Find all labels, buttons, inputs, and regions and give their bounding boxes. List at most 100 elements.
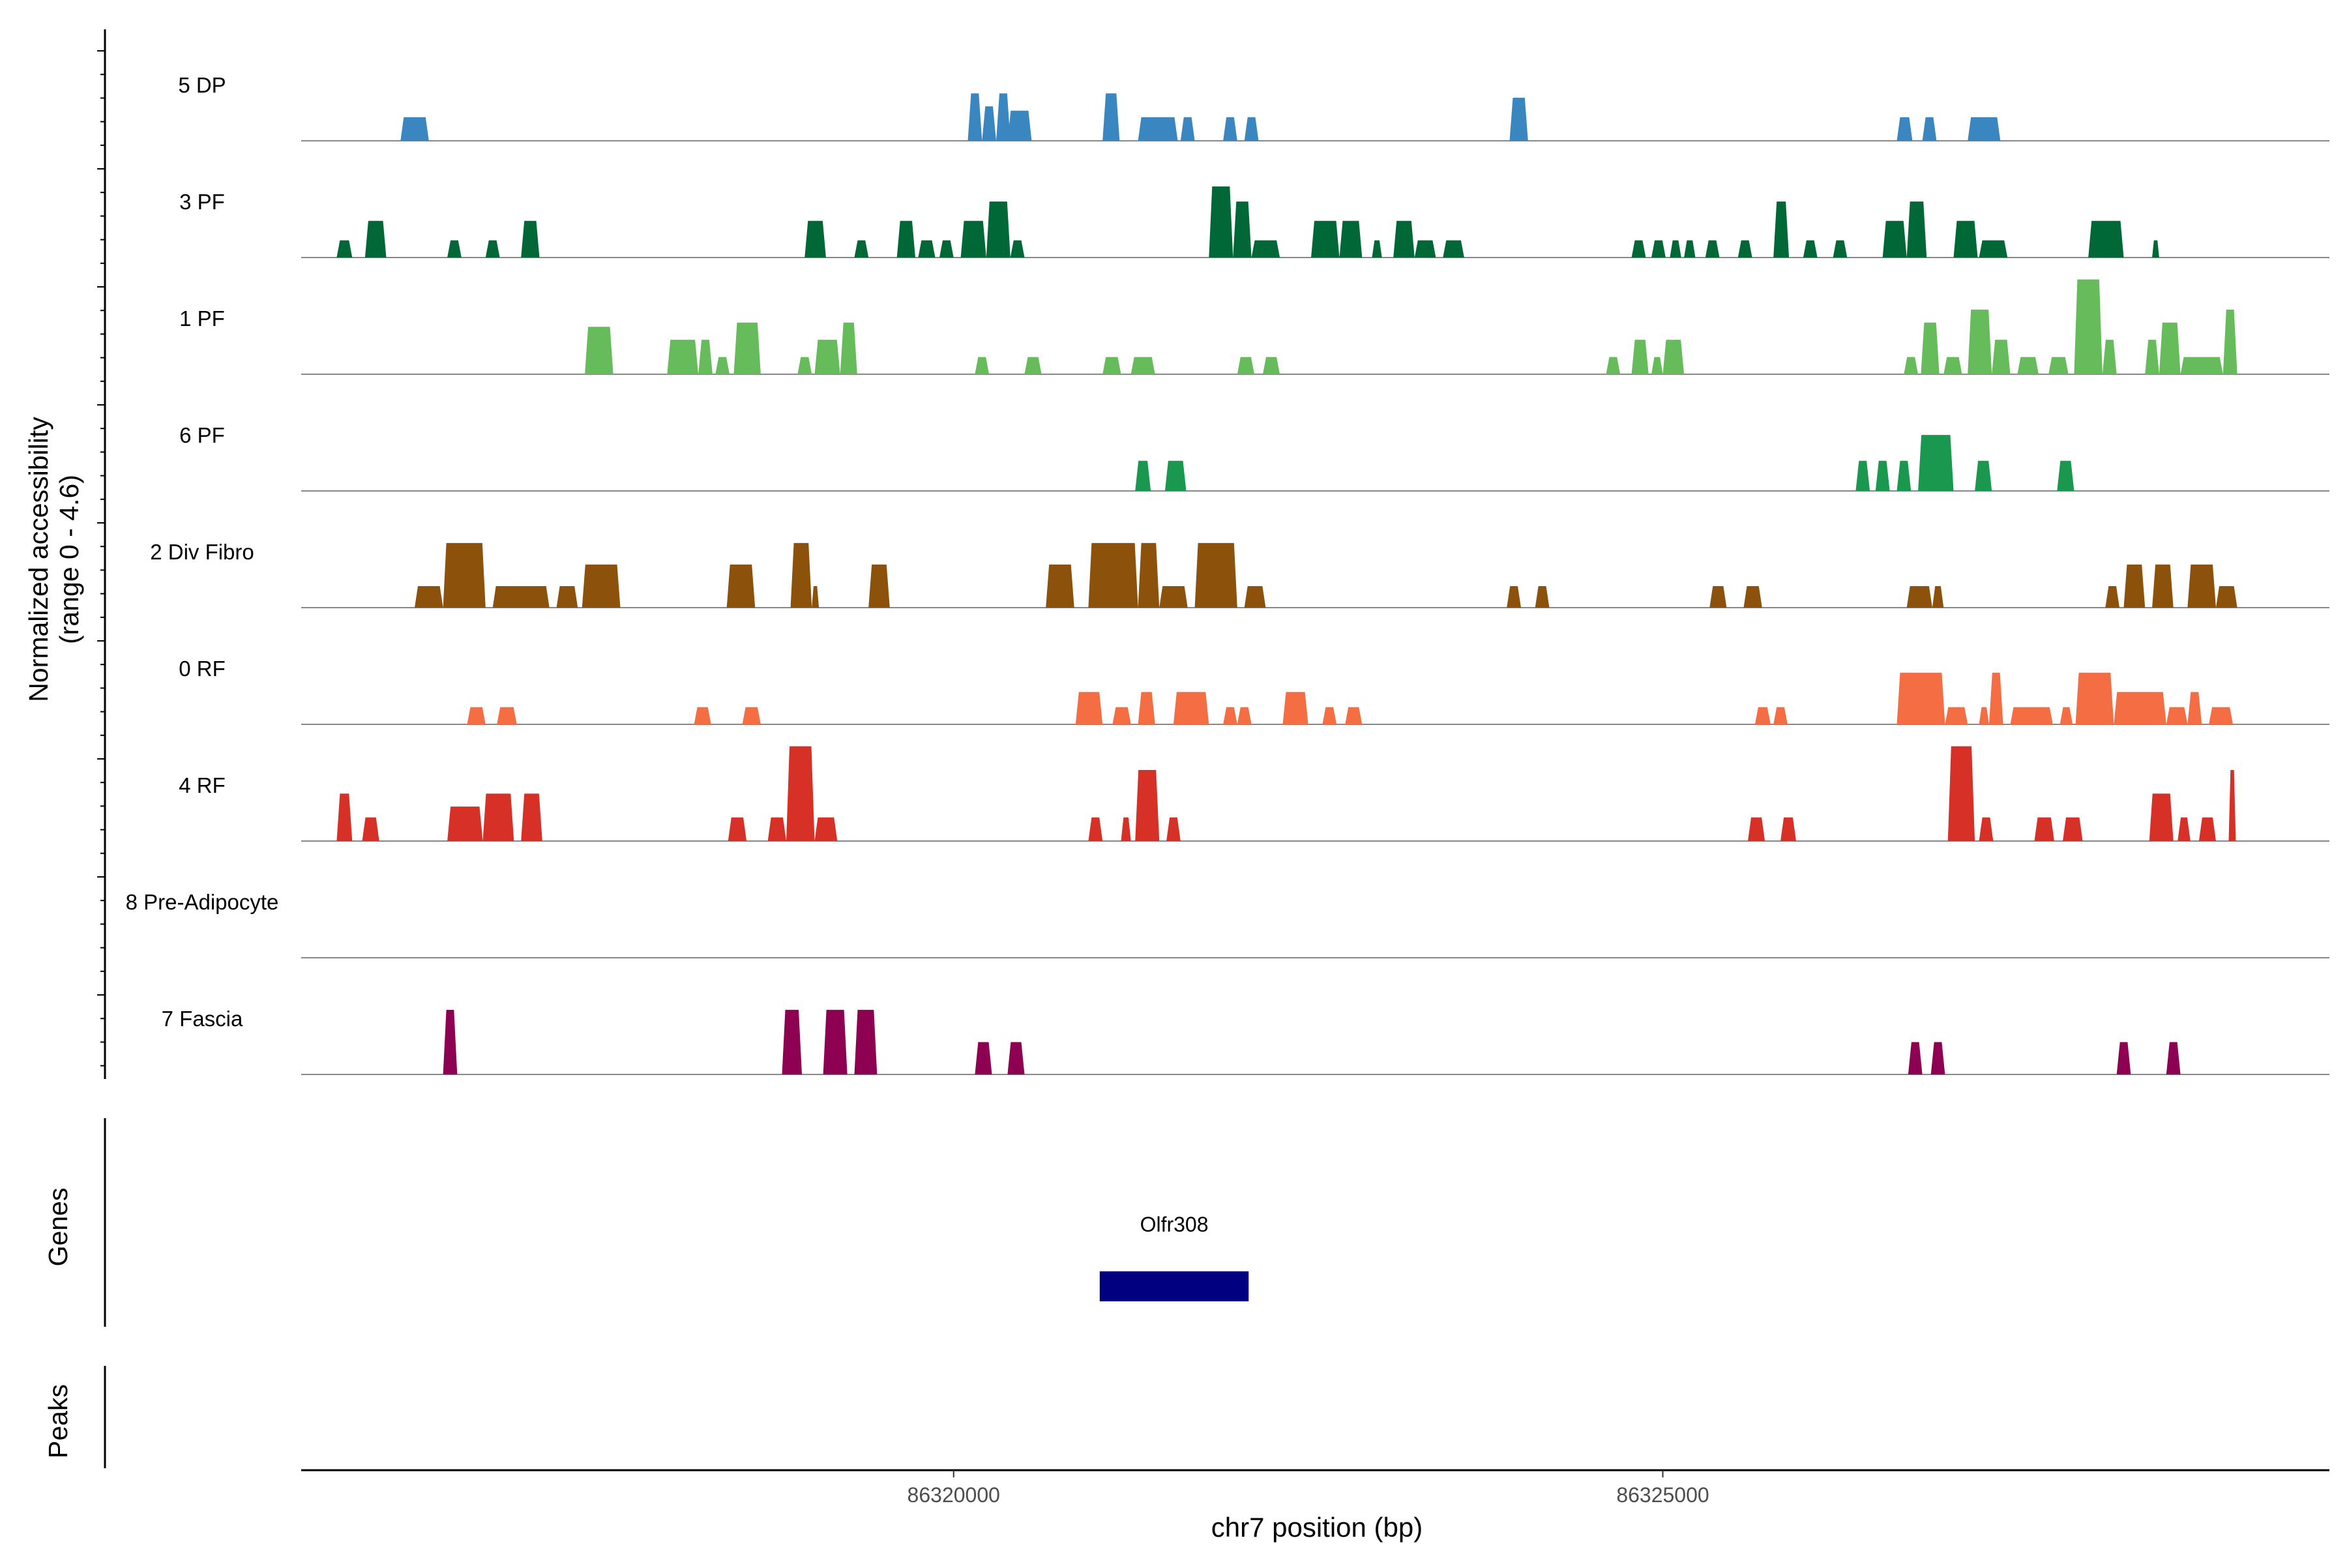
- coverage-peak: [1135, 460, 1151, 491]
- coverage-peak: [814, 817, 838, 841]
- coverage-peak: [786, 746, 815, 841]
- coverage-peak: [2114, 692, 2166, 724]
- coverage-peak: [2105, 586, 2119, 608]
- coverage-peak: [1651, 240, 1666, 258]
- coverage-peak: [1897, 460, 1912, 491]
- track-0-rf: 0 RF: [179, 657, 2329, 725]
- gene-body: [1099, 1271, 1249, 1301]
- coverage-peak: [733, 322, 761, 374]
- coverage-peak: [1237, 357, 1254, 374]
- coverage-peak: [492, 586, 550, 608]
- coverage-peak: [1897, 672, 1945, 724]
- coverage-peak: [896, 220, 915, 258]
- coverage-peak: [521, 793, 542, 841]
- coverage-peak: [814, 340, 840, 374]
- coverage-peak: [1908, 1042, 1923, 1074]
- coverage-peak: [1535, 586, 1550, 608]
- coverage-peak: [1244, 117, 1259, 141]
- coverage-peak: [1088, 817, 1103, 841]
- coverage-peak: [1979, 817, 1994, 841]
- coverage-peak: [1102, 357, 1121, 374]
- genes-track: Olfr308: [104, 1118, 1249, 1327]
- coverage-peak: [1088, 542, 1138, 608]
- coverage-peak: [1631, 340, 1649, 374]
- coverage-peak: [1705, 240, 1720, 258]
- coverage-peak: [2152, 240, 2159, 258]
- coverage-peak: [1322, 707, 1337, 724]
- coverage-peak: [782, 1009, 802, 1074]
- coverage-peak: [521, 220, 540, 258]
- coverage-peak: [698, 340, 713, 374]
- coverage-peak: [982, 106, 996, 141]
- track-6-pf: 6 PF: [179, 423, 2329, 492]
- genes-track-label: Genes: [43, 1188, 73, 1267]
- track-7-fascia: 7 Fascia: [162, 1007, 2329, 1075]
- coverage-peak: [1223, 117, 1237, 141]
- track-label: 4 RF: [179, 773, 226, 797]
- track-label: 6 PF: [179, 423, 225, 447]
- coverage-peak: [1975, 460, 1992, 491]
- coverage-peak: [1921, 322, 1940, 374]
- track-label: 8 Pre-Adipocyte: [126, 890, 279, 914]
- coverage-peak: [447, 240, 462, 258]
- coverage-peak: [918, 240, 936, 258]
- coverage-peak: [767, 817, 786, 841]
- coverage-peak: [1988, 672, 2003, 724]
- coverage-peak: [1263, 357, 1280, 374]
- track-2-div-fibro: 2 Div Fibro: [150, 540, 2329, 608]
- coverage-peak: [2075, 672, 2114, 724]
- coverage-peak: [415, 586, 443, 608]
- coverage-peak: [1833, 240, 1848, 258]
- track-label: 1 PF: [179, 306, 225, 331]
- coverage-peak: [2102, 340, 2117, 374]
- coverage-peak: [812, 586, 819, 608]
- coverage-peak: [2187, 564, 2216, 608]
- coverage-peak: [1748, 817, 1765, 841]
- coverage-peak: [975, 1042, 992, 1074]
- left-y-axis: [97, 29, 106, 1079]
- coverage-peak: [1180, 117, 1195, 141]
- coverage-peak: [1855, 460, 1870, 491]
- coverage-peak: [1953, 220, 1978, 258]
- coverage-peak: [726, 564, 756, 608]
- coverage-peak: [1138, 117, 1178, 141]
- coverage-peak: [1138, 692, 1155, 724]
- coverage-peak: [1992, 340, 2011, 374]
- coverage-peak: [2180, 357, 2223, 374]
- y-axis-title: Normalized accessibility: [23, 417, 53, 702]
- coverage-peak: [1282, 692, 1308, 724]
- track-label: 7 Fascia: [162, 1007, 243, 1031]
- coverage-peak: [443, 542, 486, 608]
- coverage-peak: [1945, 707, 1968, 724]
- coverage-peak: [1906, 586, 1932, 608]
- coverage-peak: [1339, 220, 1363, 258]
- coverage-peak: [960, 220, 986, 258]
- coverage-peak: [996, 93, 1011, 141]
- coverage-peak: [1112, 707, 1131, 724]
- coverage-peak: [2048, 357, 2069, 374]
- coverage-peak: [1138, 542, 1160, 608]
- coverage-peak: [1233, 201, 1252, 258]
- coverage-peak: [1443, 240, 1464, 258]
- coverage-peak: [2145, 340, 2159, 374]
- coverage-peak: [482, 793, 514, 841]
- coverage-peak: [1662, 340, 1685, 374]
- coverage-peak: [1743, 586, 1762, 608]
- coverage-peak: [1007, 110, 1032, 141]
- coverage-peak: [1803, 240, 1818, 258]
- coverage-peak: [1906, 201, 1927, 258]
- track-label: 0 RF: [179, 657, 226, 681]
- coverage-peak: [400, 117, 429, 141]
- coverage-peak: [1780, 817, 1796, 841]
- coverage-peak: [1251, 240, 1280, 258]
- coverage-peak: [1237, 707, 1252, 724]
- coverage-peak: [742, 707, 761, 724]
- coverage-peak: [2187, 692, 2202, 724]
- coverage-peak: [1897, 117, 1913, 141]
- coverage-peak: [1979, 707, 1989, 724]
- coverage-peak: [2010, 707, 2053, 724]
- coverage-peak: [694, 707, 711, 724]
- coverage-peak: [1773, 201, 1790, 258]
- coverage-peak: [1709, 586, 1727, 608]
